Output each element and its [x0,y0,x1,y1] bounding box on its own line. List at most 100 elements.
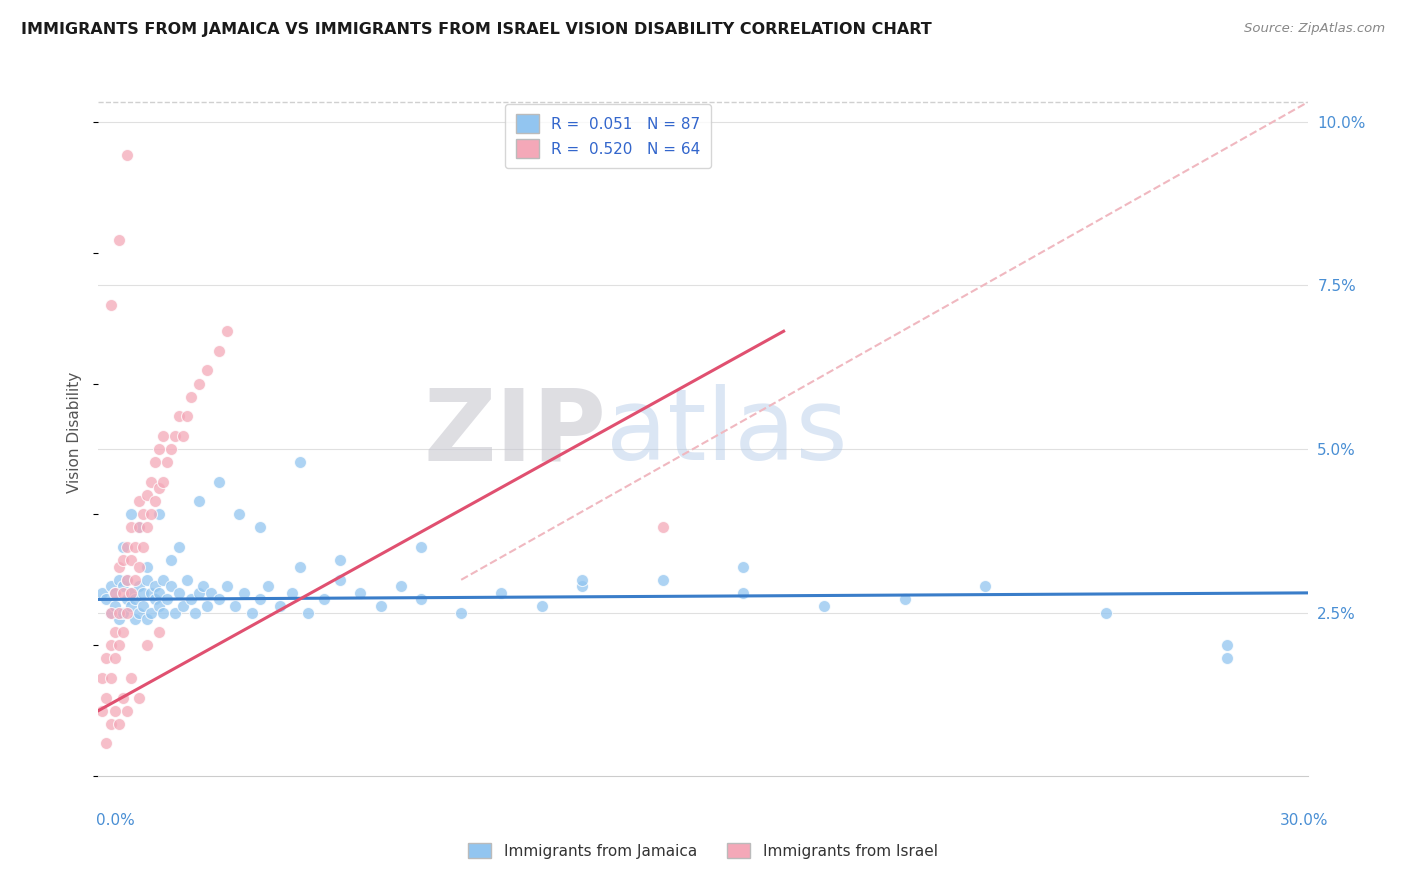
Point [217,579,239,593]
Point [172,429,194,443]
Point [135,520,157,534]
Point [180,390,202,404]
Point [167,409,190,424]
Point [148,481,170,495]
Point [100,606,122,620]
Point [111,553,134,567]
Point [103,599,125,613]
Point [152,475,174,489]
Point [167,540,190,554]
Point [156,455,179,469]
Point [135,638,157,652]
Point [200,586,222,600]
Point [208,475,231,489]
Point [103,586,125,600]
Point [107,716,129,731]
Point [120,553,142,567]
Point [349,586,371,600]
Point [143,455,166,469]
Point [180,592,202,607]
Text: atlas: atlas [606,384,848,481]
Point [128,494,150,508]
Point [91,671,114,685]
Point [176,573,198,587]
Point [733,559,755,574]
Point [530,599,553,613]
Point [111,606,134,620]
Point [115,704,138,718]
Point [107,573,129,587]
Point [120,671,142,685]
Point [188,494,211,508]
Point [143,494,166,508]
Point [240,606,263,620]
Text: 30.0%: 30.0% [1281,814,1329,828]
Point [115,147,138,161]
Point [139,586,162,600]
Point [571,573,593,587]
Point [1216,651,1239,665]
Point [152,573,174,587]
Point [91,586,114,600]
Point [103,625,125,640]
Point [96,592,118,607]
Point [100,606,122,620]
Point [120,599,142,613]
Point [111,625,134,640]
Point [152,606,174,620]
Point [163,606,186,620]
Point [224,599,246,613]
Point [249,520,271,534]
Point [288,455,311,469]
Point [107,612,129,626]
Point [974,579,997,593]
Point [160,579,183,593]
Point [651,520,673,534]
Point [103,586,125,600]
Point [115,573,138,587]
Point [124,592,146,607]
Point [139,606,162,620]
Point [124,540,146,554]
Legend: R =  0.051   N = 87, R =  0.520   N = 64: R = 0.051 N = 87, R = 0.520 N = 64 [505,103,711,169]
Point [143,579,166,593]
Point [135,559,157,574]
Point [184,606,207,620]
Point [115,606,138,620]
Point [148,442,170,456]
Point [139,475,162,489]
Point [188,376,211,391]
Point [120,586,142,600]
Point [128,559,150,574]
Point [128,606,150,620]
Point [132,599,155,613]
Point [156,592,179,607]
Point [120,586,142,600]
Point [1095,606,1118,620]
Point [128,520,150,534]
Point [148,508,170,522]
Point [176,409,198,424]
Point [1216,638,1239,652]
Point [651,573,673,587]
Point [288,559,311,574]
Point [111,690,134,705]
Point [115,592,138,607]
Point [139,508,162,522]
Point [208,592,231,607]
Point [103,704,125,718]
Point [135,573,157,587]
Point [135,612,157,626]
Point [409,592,432,607]
Point [232,586,254,600]
Point [450,606,472,620]
Point [100,716,122,731]
Point [132,586,155,600]
Point [813,599,835,613]
Point [217,324,239,338]
Point [297,606,319,620]
Point [128,579,150,593]
Point [128,520,150,534]
Point [314,592,336,607]
Point [100,671,122,685]
